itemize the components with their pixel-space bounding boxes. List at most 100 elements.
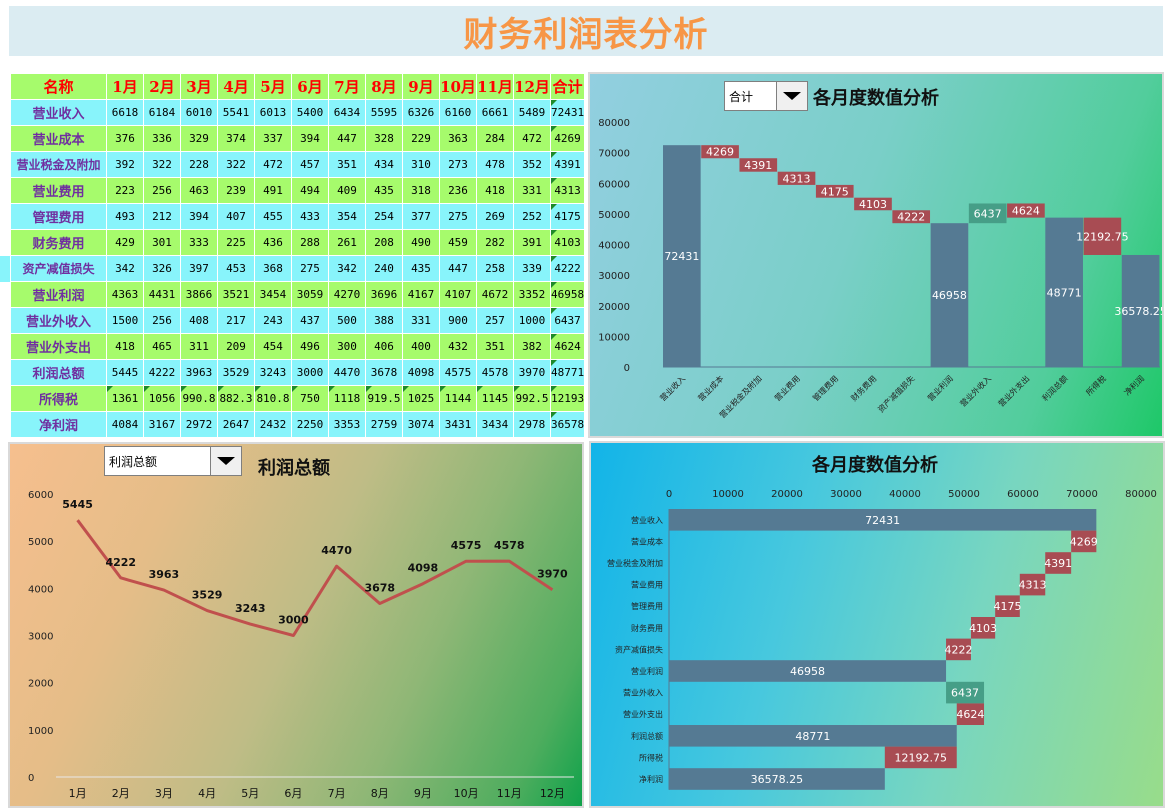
table-cell[interactable]: 434 <box>365 151 403 178</box>
table-cell[interactable]: 4167 <box>402 281 440 308</box>
table-cell[interactable]: 4575 <box>439 359 477 386</box>
table-cell[interactable]: 900 <box>439 307 477 334</box>
total-cell[interactable]: 72431 <box>549 99 586 126</box>
table-cell[interactable]: 1000 <box>513 307 551 334</box>
table-cell[interactable]: 5445 <box>106 359 144 386</box>
table-cell[interactable]: 363 <box>439 125 477 152</box>
total-cell[interactable]: 12193 <box>549 385 586 412</box>
table-cell[interactable]: 328 <box>365 125 403 152</box>
table-cell[interactable]: 257 <box>476 307 514 334</box>
table-cell[interactable]: 463 <box>180 177 218 204</box>
table-cell[interactable]: 322 <box>217 151 255 178</box>
table-cell[interactable]: 437 <box>291 307 329 334</box>
table-cell[interactable]: 3866 <box>180 281 218 308</box>
table-cell[interactable]: 408 <box>180 307 218 334</box>
total-cell[interactable]: 4175 <box>549 203 586 230</box>
table-cell[interactable]: 331 <box>513 177 551 204</box>
table-cell[interactable]: 3434 <box>476 411 514 438</box>
table-cell[interactable]: 493 <box>106 203 144 230</box>
row-label[interactable]: 资产减值损失 <box>10 255 107 282</box>
table-cell[interactable]: 409 <box>328 177 366 204</box>
table-cell[interactable]: 457 <box>291 151 329 178</box>
table-cell[interactable]: 376 <box>106 125 144 152</box>
row-label[interactable]: 财务费用 <box>10 229 107 256</box>
total-cell[interactable]: 46958 <box>549 281 586 308</box>
total-cell[interactable]: 48771 <box>549 359 586 386</box>
table-cell[interactable]: 447 <box>439 255 477 282</box>
table-cell[interactable]: 3352 <box>513 281 551 308</box>
row-label[interactable]: 营业外收入 <box>10 307 107 334</box>
table-cell[interactable]: 3431 <box>439 411 477 438</box>
table-cell[interactable]: 750 <box>291 385 329 412</box>
table-cell[interactable]: 1144 <box>439 385 477 412</box>
table-cell[interactable]: 6184 <box>143 99 181 126</box>
table-cell[interactable]: 1025 <box>402 385 440 412</box>
table-cell[interactable]: 217 <box>217 307 255 334</box>
table-cell[interactable]: 990.8 <box>180 385 218 412</box>
table-cell[interactable]: 919.5 <box>365 385 403 412</box>
table-cell[interactable]: 4222 <box>143 359 181 386</box>
table-cell[interactable]: 5400 <box>291 99 329 126</box>
row-label[interactable]: 营业费用 <box>10 177 107 204</box>
table-cell[interactable]: 4098 <box>402 359 440 386</box>
table-cell[interactable]: 351 <box>328 151 366 178</box>
table-cell[interactable]: 229 <box>402 125 440 152</box>
total-cell[interactable]: 4269 <box>549 125 586 152</box>
table-cell[interactable]: 491 <box>254 177 292 204</box>
table-cell[interactable]: 368 <box>254 255 292 282</box>
table-cell[interactable]: 6326 <box>402 99 440 126</box>
row-label[interactable]: 营业收入 <box>10 99 107 126</box>
table-cell[interactable]: 258 <box>476 255 514 282</box>
table-cell[interactable]: 2432 <box>254 411 292 438</box>
table-cell[interactable]: 432 <box>439 333 477 360</box>
table-cell[interactable]: 239 <box>217 177 255 204</box>
row-label[interactable]: 管理费用 <box>10 203 107 230</box>
table-cell[interactable]: 342 <box>328 255 366 282</box>
table-cell[interactable]: 6618 <box>106 99 144 126</box>
table-cell[interactable]: 282 <box>476 229 514 256</box>
table-cell[interactable]: 3529 <box>217 359 255 386</box>
total-cell[interactable]: 4391 <box>549 151 586 178</box>
table-cell[interactable]: 209 <box>217 333 255 360</box>
table-cell[interactable]: 4578 <box>476 359 514 386</box>
row-label[interactable]: 营业税金及附加 <box>10 151 107 178</box>
table-cell[interactable]: 4270 <box>328 281 366 308</box>
table-cell[interactable]: 339 <box>513 255 551 282</box>
table-cell[interactable]: 331 <box>402 307 440 334</box>
table-cell[interactable]: 472 <box>254 151 292 178</box>
table-cell[interactable]: 3521 <box>217 281 255 308</box>
table-cell[interactable]: 3167 <box>143 411 181 438</box>
table-cell[interactable]: 3059 <box>291 281 329 308</box>
table-cell[interactable]: 459 <box>439 229 477 256</box>
table-cell[interactable]: 418 <box>106 333 144 360</box>
table-cell[interactable]: 1118 <box>328 385 366 412</box>
table-cell[interactable]: 252 <box>513 203 551 230</box>
table-cell[interactable]: 273 <box>439 151 477 178</box>
table-cell[interactable]: 1056 <box>143 385 181 412</box>
table-cell[interactable]: 4084 <box>106 411 144 438</box>
table-cell[interactable]: 318 <box>402 177 440 204</box>
table-cell[interactable]: 322 <box>143 151 181 178</box>
table-cell[interactable]: 465 <box>143 333 181 360</box>
table-cell[interactable]: 2759 <box>365 411 403 438</box>
table-cell[interactable]: 382 <box>513 333 551 360</box>
table-cell[interactable]: 1500 <box>106 307 144 334</box>
table-cell[interactable]: 351 <box>476 333 514 360</box>
table-cell[interactable]: 4431 <box>143 281 181 308</box>
table-cell[interactable]: 261 <box>328 229 366 256</box>
table-cell[interactable]: 5595 <box>365 99 403 126</box>
table-cell[interactable]: 5541 <box>217 99 255 126</box>
table-cell[interactable]: 6010 <box>180 99 218 126</box>
table-cell[interactable]: 1361 <box>106 385 144 412</box>
table-cell[interactable]: 301 <box>143 229 181 256</box>
table-cell[interactable]: 3678 <box>365 359 403 386</box>
table-cell[interactable]: 374 <box>217 125 255 152</box>
table-cell[interactable]: 212 <box>143 203 181 230</box>
table-cell[interactable]: 6434 <box>328 99 366 126</box>
table-cell[interactable]: 3243 <box>254 359 292 386</box>
table-cell[interactable]: 310 <box>402 151 440 178</box>
table-cell[interactable]: 1145 <box>476 385 514 412</box>
item-select-dropdown[interactable]: 合计 <box>724 81 808 111</box>
table-cell[interactable]: 478 <box>476 151 514 178</box>
table-cell[interactable]: 433 <box>291 203 329 230</box>
